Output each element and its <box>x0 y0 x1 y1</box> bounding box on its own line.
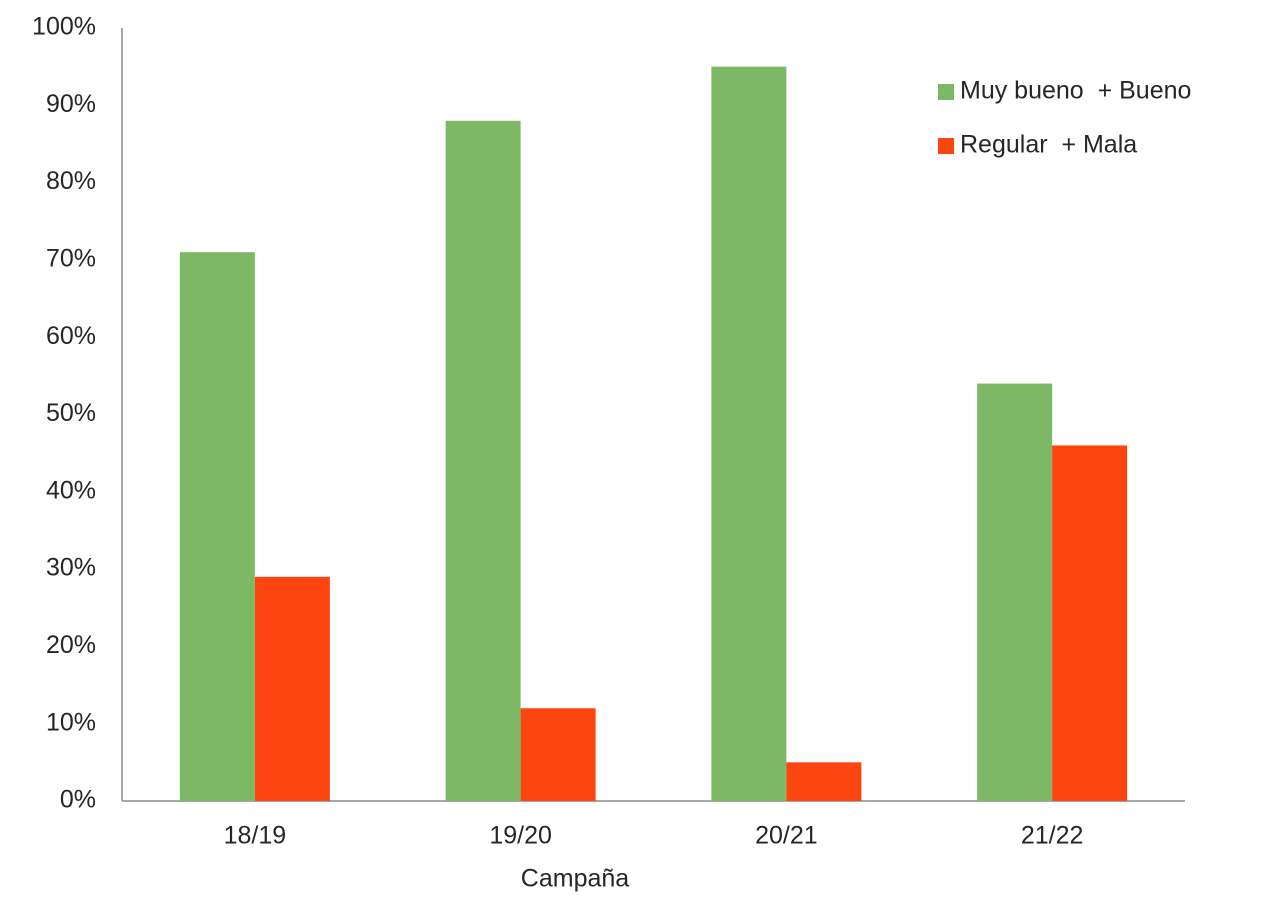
x-tick-label: 21/22 <box>1021 822 1084 850</box>
x-tick-label: 19/20 <box>489 822 552 850</box>
y-tick-label: 100% <box>32 13 96 41</box>
bar <box>711 66 787 801</box>
y-tick-label: 10% <box>46 708 96 736</box>
bar <box>520 708 596 801</box>
bar <box>254 576 330 801</box>
x-tick-label: 18/19 <box>224 822 287 850</box>
bar <box>786 762 862 801</box>
y-tick-label: 0% <box>60 786 96 814</box>
bar <box>1052 445 1128 801</box>
y-tick-label: 50% <box>46 399 96 427</box>
y-tick-label: 80% <box>46 167 96 195</box>
bar <box>445 120 521 801</box>
y-tick-label: 70% <box>46 245 96 273</box>
y-tick-label: 30% <box>46 554 96 582</box>
legend-swatch <box>938 84 954 100</box>
bar <box>977 383 1053 801</box>
bar <box>179 252 255 802</box>
x-axis-label: Campaña <box>521 865 629 893</box>
y-tick-label: 20% <box>46 631 96 659</box>
legend-swatch <box>938 138 954 154</box>
x-tick-label: 20/21 <box>755 822 818 850</box>
legend-label: Muy bueno + Bueno <box>960 77 1191 105</box>
y-tick-label: 60% <box>46 322 96 350</box>
legend-label: Regular + Mala <box>960 131 1137 159</box>
y-tick-label: 90% <box>46 90 96 118</box>
y-tick-label: 40% <box>46 476 96 504</box>
